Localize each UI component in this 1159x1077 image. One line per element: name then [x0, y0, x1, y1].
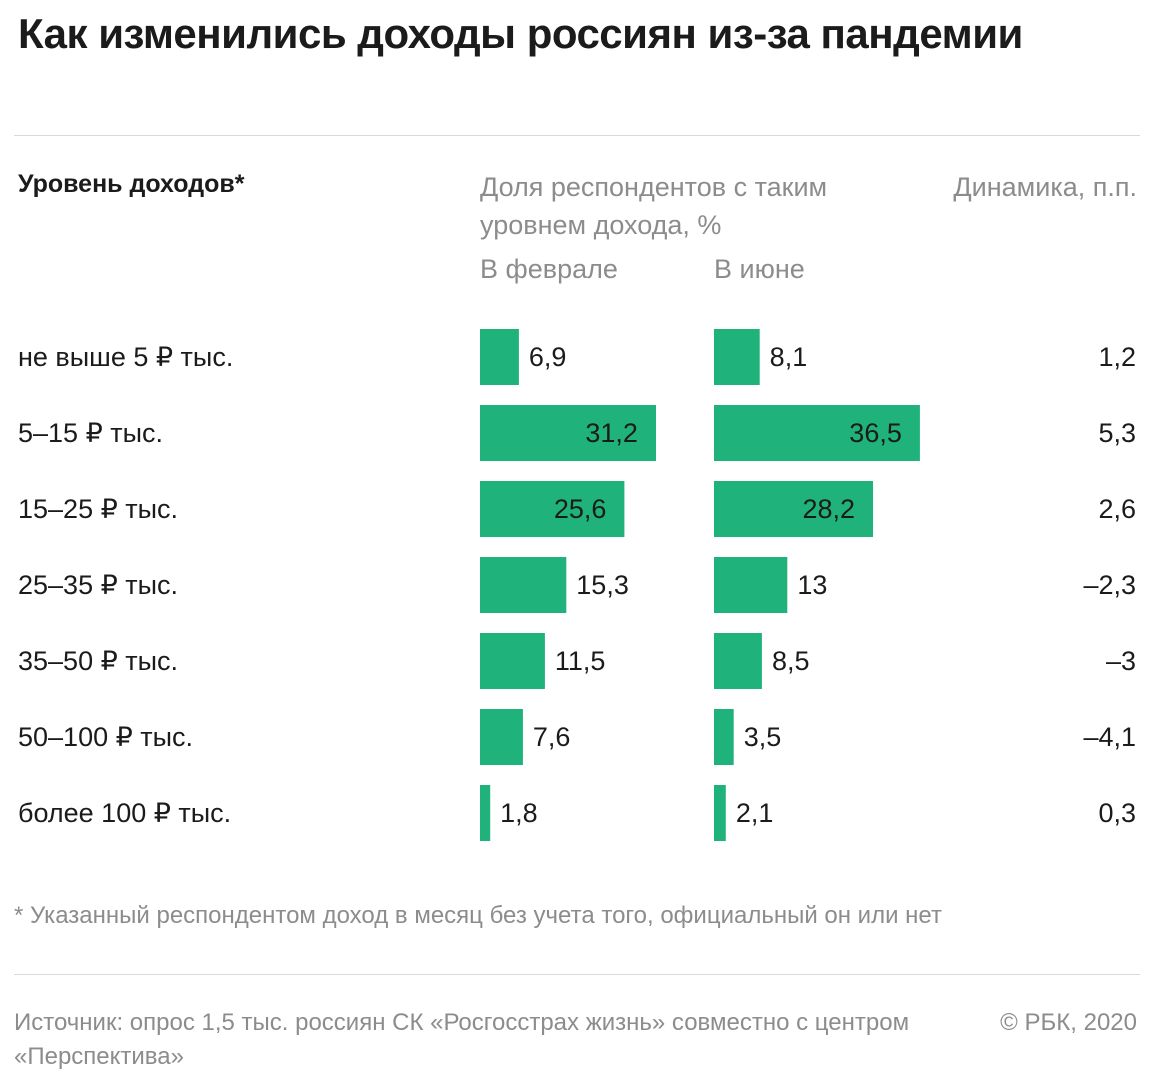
value-label-february: 15,3 [576, 570, 629, 600]
bar-june [714, 405, 920, 461]
value-label-february: 11,5 [555, 646, 606, 676]
value-label-june: 3,5 [744, 722, 782, 752]
value-label-june: 8,1 [770, 342, 808, 372]
category-label: более 100 ₽ тыс. [18, 798, 231, 828]
value-label-june: 28,2 [802, 494, 855, 524]
bar-june [714, 557, 788, 613]
bar-june [714, 329, 760, 385]
chart-title: Как изменились доходы россиян из-за панд… [18, 10, 1023, 57]
dynamics-value: –3 [1106, 646, 1136, 676]
value-label-february: 1,8 [500, 798, 538, 828]
top-divider [14, 135, 1140, 136]
dynamics-value: –2,3 [1083, 570, 1136, 600]
bar-chart: не выше 5 ₽ тыс. 6,9 8,1 1,2 5–15 ₽ тыс. 31,2… [18, 329, 1136, 841]
value-label-february: 7,6 [533, 722, 571, 752]
header-income-level: Уровень доходов* [18, 170, 245, 198]
value-label-february: 6,9 [529, 342, 567, 372]
bar-february [480, 633, 545, 689]
series-header-february: В феврале [480, 254, 618, 284]
category-label: не выше 5 ₽ тыс. [18, 342, 233, 372]
category-label: 5–15 ₽ тыс. [18, 418, 163, 448]
bar-june [714, 481, 873, 537]
value-label-june: 13 [797, 570, 827, 600]
copyright: © РБК, 2020 [1000, 1009, 1137, 1036]
dynamics-value: 2,6 [1098, 494, 1136, 524]
header-dynamics: Динамика, п.п. [953, 172, 1137, 202]
footnote: * Указанный респондентом доход в месяц б… [14, 902, 942, 929]
source-note: Источник: опрос 1,5 тыс. россиян СК «Рос… [14, 1009, 910, 1070]
bar-february [480, 481, 625, 537]
bar-february [480, 557, 567, 613]
category-label: 15–25 ₽ тыс. [18, 494, 178, 524]
bar-june [714, 709, 734, 765]
dynamics-value: 1,2 [1098, 342, 1136, 372]
dynamics-value: 0,3 [1098, 798, 1136, 828]
bar-june [714, 785, 726, 841]
category-label: 35–50 ₽ тыс. [18, 646, 178, 676]
bar-june [714, 633, 762, 689]
bar-february [480, 709, 523, 765]
dynamics-value: 5,3 [1098, 418, 1136, 448]
bar-february [480, 785, 491, 841]
header-respondent-share: Доля респондентов с таким уровнем дохода… [480, 172, 828, 240]
value-label-february: 25,6 [554, 494, 607, 524]
value-label-june: 36,5 [849, 418, 902, 448]
bar-february [480, 405, 656, 461]
bottom-divider [14, 974, 1140, 975]
value-label-june: 8,5 [772, 646, 810, 676]
category-label: 50–100 ₽ тыс. [18, 722, 193, 752]
value-label-february: 31,2 [585, 418, 638, 448]
series-header-june: В июне [714, 254, 805, 284]
value-label-june: 2,1 [736, 798, 774, 828]
category-label: 25–35 ₽ тыс. [18, 570, 178, 600]
bar-february [480, 329, 519, 385]
dynamics-value: –4,1 [1083, 722, 1136, 752]
